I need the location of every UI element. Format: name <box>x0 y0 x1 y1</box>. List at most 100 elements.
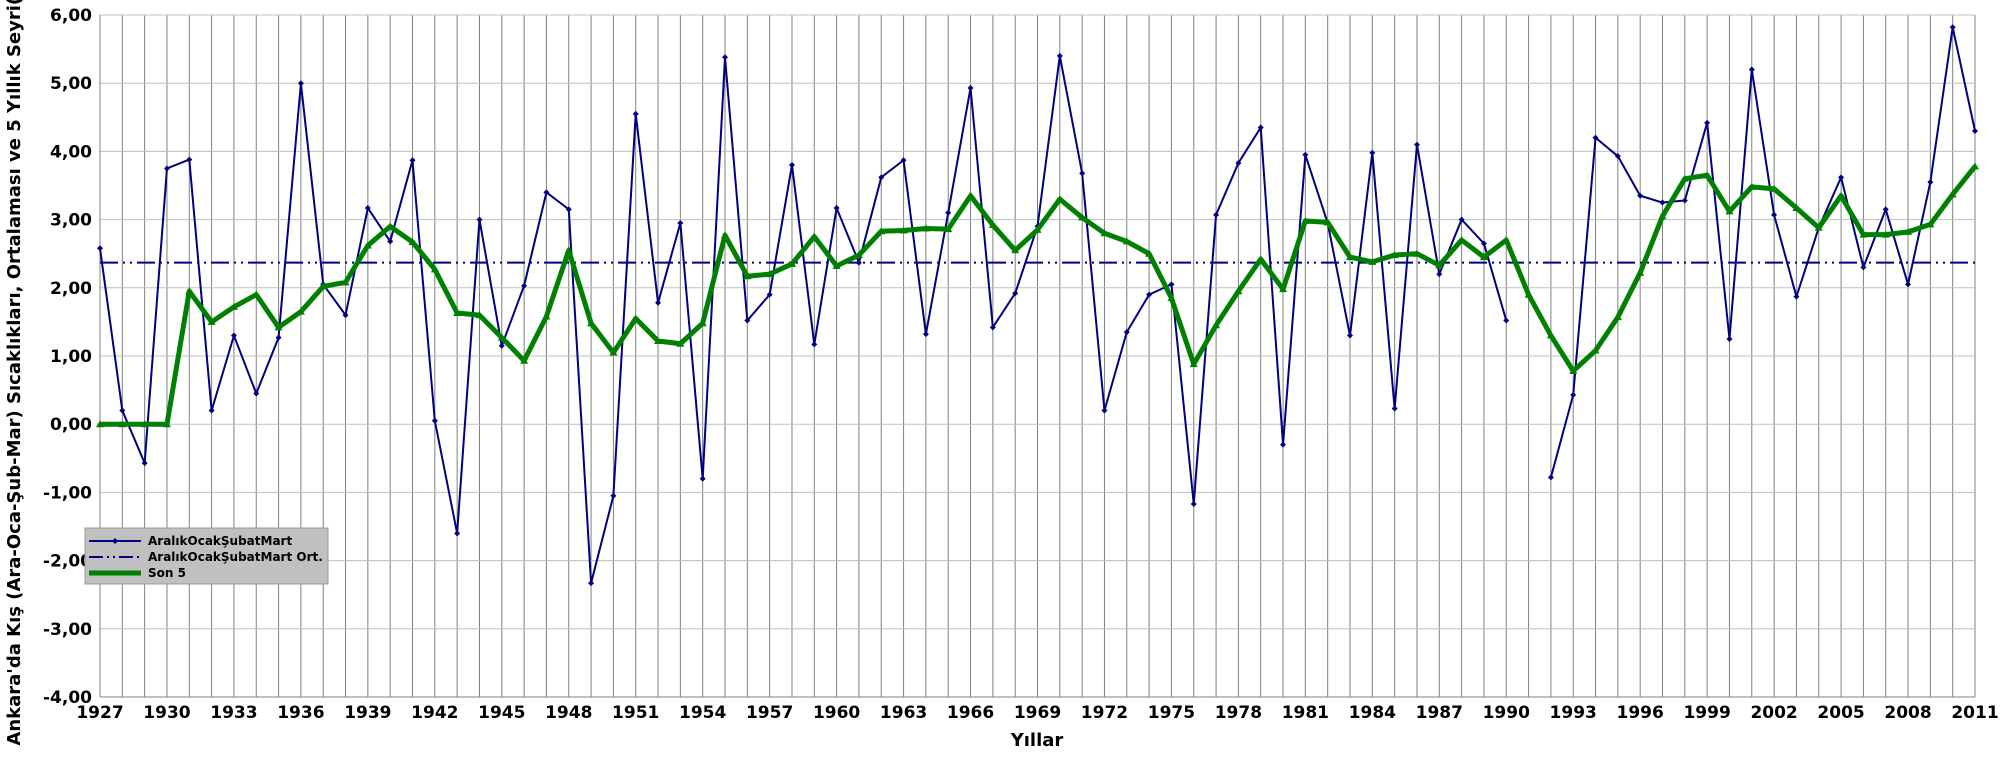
data-point-temperature <box>1369 149 1376 156</box>
data-point-temperature <box>364 205 371 212</box>
data-point-son5 <box>810 232 819 240</box>
data-point-temperature <box>1213 211 1220 218</box>
data-point-son5 <box>966 191 975 199</box>
data-point-son5 <box>1346 253 1354 261</box>
x-tick-label: 1975 <box>1148 703 1195 723</box>
data-point-temperature <box>543 189 550 196</box>
x-tick-label: 1978 <box>1215 703 1262 723</box>
data-point-son5 <box>162 420 171 428</box>
data-point-son5 <box>877 227 886 235</box>
data-point-son5 <box>1971 162 1979 170</box>
data-point-temperature <box>610 492 617 499</box>
data-point-son5 <box>854 251 863 259</box>
data-point-temperature <box>699 475 706 482</box>
data-point-son5 <box>743 272 752 280</box>
data-point-temperature <box>722 54 728 61</box>
data-point-son5 <box>1904 227 1913 235</box>
x-tick-label: 1960 <box>813 703 860 723</box>
x-tick-label: 2011 <box>1951 703 1998 723</box>
data-point-son5 <box>1033 225 1042 233</box>
data-point-son5 <box>1412 249 1421 257</box>
data-point-temperature <box>1257 124 1264 131</box>
x-tick-label: 1933 <box>210 703 257 723</box>
data-point-son5 <box>1011 246 1020 254</box>
data-point-son5 <box>1881 230 1890 238</box>
data-point-temperature <box>1235 159 1242 166</box>
y-tick-label: -3,00 <box>43 620 92 640</box>
data-point-temperature <box>588 580 595 587</box>
data-point-son5 <box>1814 223 1823 231</box>
legend-label-series-1: AralıkOcakŞubatMart <box>148 534 292 548</box>
y-tick-label: -1,00 <box>43 483 92 503</box>
x-tick-label: 1981 <box>1282 703 1329 723</box>
data-point-temperature <box>855 259 862 266</box>
data-point-temperature <box>1280 441 1287 448</box>
x-tick-label: 1972 <box>1081 703 1128 723</box>
x-tick-label: 2005 <box>1817 703 1864 723</box>
data-point-temperature <box>1592 134 1599 141</box>
data-point-temperature <box>655 299 662 306</box>
data-point-temperature <box>744 317 751 324</box>
y-tick-label: 0,00 <box>50 415 92 435</box>
data-point-temperature <box>1927 179 1934 186</box>
data-point-son5 <box>1636 268 1645 276</box>
data-point-temperature <box>208 407 215 414</box>
data-point-temperature <box>1391 405 1398 412</box>
data-point-son5 <box>1725 207 1734 215</box>
y-tick-label: 1,00 <box>50 347 92 367</box>
data-point-son5 <box>1435 261 1444 269</box>
data-point-temperature <box>97 245 103 252</box>
x-tick-label: 1951 <box>612 703 659 723</box>
data-point-son5 <box>1256 255 1265 263</box>
data-point-temperature <box>1168 281 1175 288</box>
x-tick-label: 1942 <box>411 703 458 723</box>
data-point-son5 <box>1658 212 1667 220</box>
data-point-temperature <box>1079 170 1086 177</box>
data-point-son5 <box>1368 257 1377 265</box>
y-tick-label: 2,00 <box>50 279 92 299</box>
data-point-son5 <box>363 241 372 249</box>
x-tick-label: 1996 <box>1617 703 1664 723</box>
data-point-son5 <box>118 420 127 428</box>
data-point-temperature <box>1637 192 1644 199</box>
data-point-temperature <box>1704 119 1711 126</box>
x-tick-label: 2008 <box>1884 703 1931 723</box>
data-point-temperature <box>1547 474 1554 481</box>
data-point-temperature <box>1480 240 1487 247</box>
data-point-temperature <box>230 332 237 339</box>
x-tick-label: 1963 <box>880 703 927 723</box>
data-point-son5 <box>1189 360 1198 368</box>
data-point-temperature <box>1012 290 1019 297</box>
data-point-son5 <box>1859 230 1868 238</box>
data-point-temperature <box>1771 211 1778 218</box>
data-point-son5 <box>341 278 350 286</box>
data-point-son5 <box>1479 253 1488 261</box>
y-tick-label: 5,00 <box>50 74 92 94</box>
data-point-temperature <box>1972 127 1978 134</box>
data-point-temperature <box>141 460 148 467</box>
data-point-temperature <box>922 331 929 338</box>
data-point-temperature <box>431 417 438 424</box>
data-point-son5 <box>787 259 796 267</box>
data-point-son5 <box>207 317 216 325</box>
data-point-son5 <box>1279 285 1288 293</box>
series-temperature-line <box>1549 27 1976 478</box>
data-point-temperature <box>1726 335 1733 342</box>
data-point-son5 <box>587 319 596 327</box>
x-tick-label: 1966 <box>947 703 994 723</box>
x-tick-label: 2002 <box>1750 703 1797 723</box>
x-tick-label: 1984 <box>1349 703 1396 723</box>
data-point-son5 <box>1100 229 1109 237</box>
data-point-son5 <box>1546 331 1555 339</box>
data-point-son5 <box>408 238 417 246</box>
data-point-son5 <box>296 307 305 315</box>
x-axis-ticks: 1927 1930 1933 1936 1939 1942 1945 1948 1951 1954… <box>76 703 1998 723</box>
data-point-temperature <box>119 407 126 414</box>
data-point-temperature <box>1793 293 1800 300</box>
x-tick-label: 1990 <box>1483 703 1530 723</box>
x-tick-label: 1999 <box>1683 703 1730 723</box>
data-point-son5 <box>1837 191 1846 199</box>
data-point-temperature <box>1347 332 1353 339</box>
data-point-son5 <box>1323 218 1332 226</box>
